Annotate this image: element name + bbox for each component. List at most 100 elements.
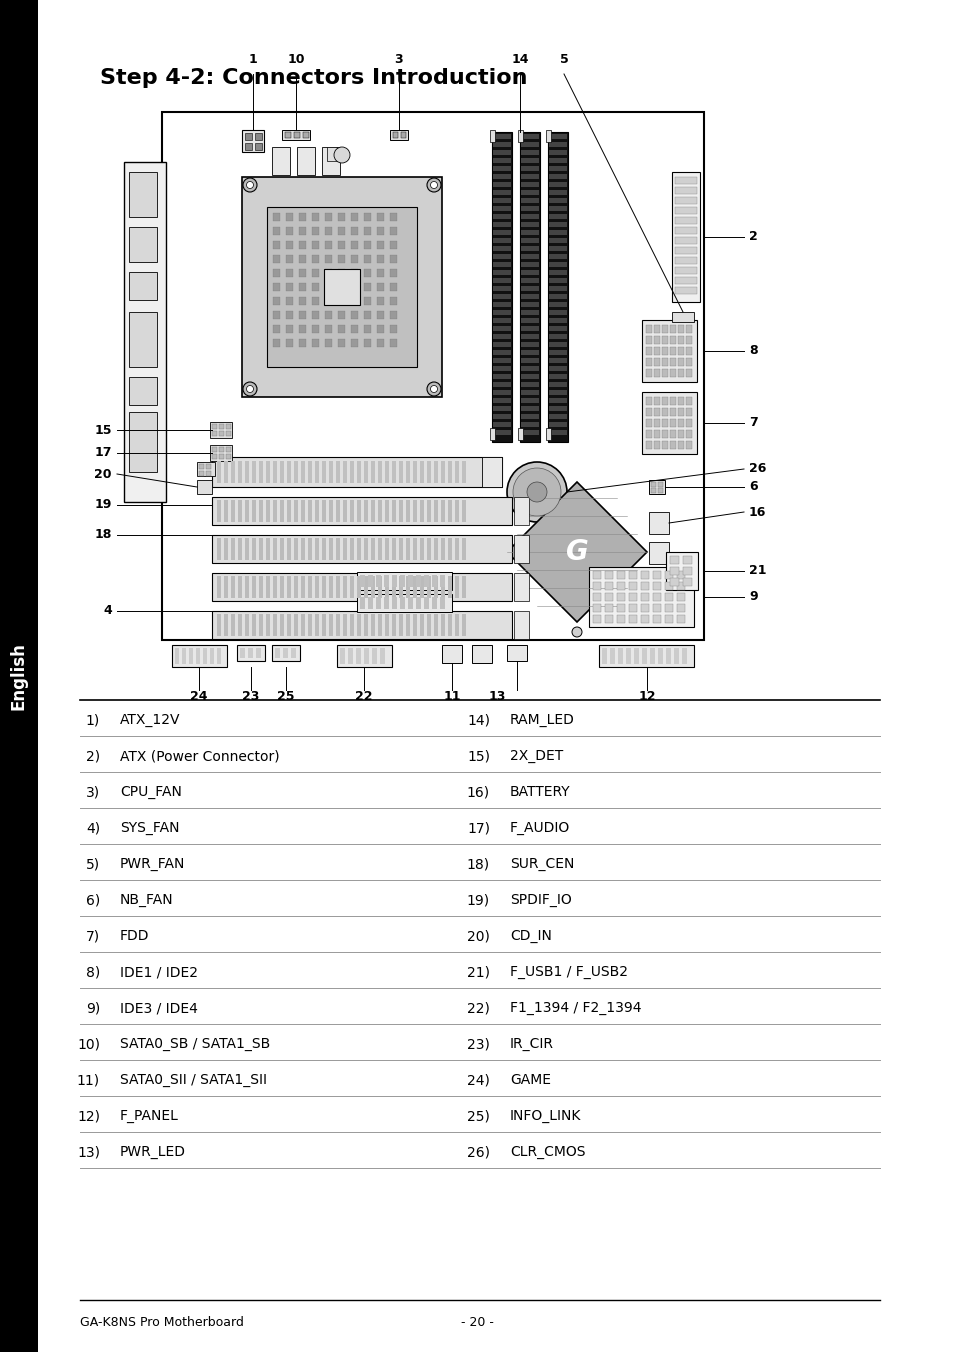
- Bar: [343, 461, 347, 483]
- Bar: [406, 614, 410, 635]
- Bar: [548, 134, 566, 139]
- Bar: [254, 132, 262, 141]
- Bar: [652, 594, 660, 602]
- Bar: [286, 241, 293, 249]
- Text: SPDIF_IO: SPDIF_IO: [510, 894, 571, 907]
- Bar: [677, 581, 684, 589]
- Bar: [294, 461, 297, 483]
- Bar: [604, 571, 613, 579]
- Bar: [455, 576, 458, 598]
- Bar: [490, 429, 495, 439]
- Bar: [301, 538, 305, 560]
- Bar: [336, 645, 392, 667]
- Bar: [652, 615, 660, 623]
- Bar: [648, 542, 668, 564]
- Bar: [675, 266, 697, 274]
- Bar: [493, 397, 511, 403]
- Bar: [493, 214, 511, 219]
- Bar: [245, 143, 252, 150]
- Text: 16): 16): [466, 786, 490, 799]
- Bar: [617, 615, 624, 623]
- Bar: [231, 614, 234, 635]
- Bar: [322, 538, 326, 560]
- Bar: [520, 430, 538, 435]
- Bar: [216, 500, 221, 522]
- Bar: [640, 581, 648, 589]
- Bar: [455, 461, 458, 483]
- Bar: [601, 648, 606, 664]
- Bar: [493, 430, 511, 435]
- Bar: [266, 614, 270, 635]
- Bar: [427, 461, 431, 483]
- Bar: [364, 227, 371, 235]
- Bar: [325, 227, 332, 235]
- Bar: [658, 483, 662, 487]
- Bar: [287, 576, 291, 598]
- Bar: [226, 425, 231, 429]
- Bar: [377, 538, 381, 560]
- Bar: [669, 408, 676, 416]
- Text: 16: 16: [748, 506, 765, 519]
- Bar: [448, 461, 452, 483]
- Bar: [212, 498, 512, 525]
- Bar: [548, 375, 566, 379]
- Bar: [237, 461, 242, 483]
- Bar: [376, 269, 384, 277]
- Bar: [461, 461, 465, 483]
- Bar: [273, 297, 280, 306]
- Bar: [273, 227, 280, 235]
- Bar: [661, 441, 667, 449]
- Bar: [520, 414, 538, 419]
- Text: 6): 6): [86, 894, 100, 907]
- Bar: [224, 614, 228, 635]
- Bar: [273, 461, 276, 483]
- Bar: [645, 324, 651, 333]
- Bar: [493, 262, 511, 266]
- Text: 12: 12: [638, 690, 655, 703]
- Bar: [286, 256, 293, 264]
- Bar: [682, 579, 691, 585]
- Text: 26): 26): [467, 1145, 490, 1159]
- Bar: [252, 614, 255, 635]
- Text: F_AUDIO: F_AUDIO: [510, 821, 570, 836]
- Bar: [203, 648, 207, 664]
- Bar: [287, 461, 291, 483]
- Bar: [654, 408, 659, 416]
- Bar: [376, 324, 384, 333]
- Bar: [385, 461, 389, 483]
- Text: RAM_LED: RAM_LED: [510, 713, 575, 727]
- Bar: [628, 581, 637, 589]
- Bar: [406, 500, 410, 522]
- Bar: [661, 324, 667, 333]
- Bar: [377, 500, 381, 522]
- Text: 20): 20): [467, 929, 490, 942]
- Bar: [413, 538, 416, 560]
- Text: - 20 -: - 20 -: [460, 1315, 493, 1329]
- Bar: [520, 287, 538, 291]
- Bar: [493, 254, 511, 260]
- Bar: [654, 358, 659, 366]
- Bar: [493, 342, 511, 347]
- Bar: [312, 214, 318, 220]
- Bar: [351, 269, 357, 277]
- Bar: [356, 500, 360, 522]
- Bar: [548, 214, 566, 219]
- Bar: [654, 441, 659, 449]
- Bar: [273, 241, 280, 249]
- Bar: [678, 358, 683, 366]
- Bar: [520, 350, 538, 356]
- Bar: [593, 581, 600, 589]
- Bar: [598, 645, 693, 667]
- Bar: [335, 538, 339, 560]
- Bar: [548, 158, 566, 164]
- Bar: [337, 297, 345, 306]
- Bar: [199, 464, 204, 469]
- Text: 21: 21: [748, 565, 765, 577]
- Bar: [242, 177, 441, 397]
- Text: 14: 14: [511, 53, 528, 66]
- Text: 10): 10): [77, 1037, 100, 1051]
- Text: 19: 19: [94, 499, 112, 511]
- Bar: [548, 414, 566, 419]
- Bar: [416, 575, 420, 587]
- Bar: [339, 648, 345, 664]
